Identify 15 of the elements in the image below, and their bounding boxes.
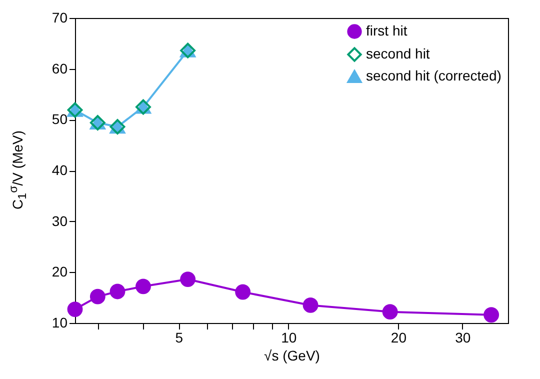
x-tick-label: 30 — [455, 330, 471, 346]
legend-label: second hit (corrected) — [366, 68, 502, 84]
y-tick-label: 60 — [52, 60, 68, 76]
legend-label: first hit — [366, 22, 408, 38]
x-tick-label: 5 — [175, 330, 184, 346]
y-tick-label: 50 — [52, 111, 68, 128]
y-tick-label: 30 — [52, 212, 68, 229]
y-tick-label: 40 — [52, 162, 68, 178]
legend-label: second hit — [366, 46, 430, 62]
y-tick-label: 10 — [52, 314, 68, 330]
y-tick-label: 20 — [52, 264, 68, 280]
x-tick-label: 10 — [281, 330, 297, 346]
y-tick-label: 70 — [52, 10, 68, 26]
x-axis-title: √s (GeV) — [264, 348, 320, 364]
x-tick-label: 20 — [390, 330, 407, 346]
